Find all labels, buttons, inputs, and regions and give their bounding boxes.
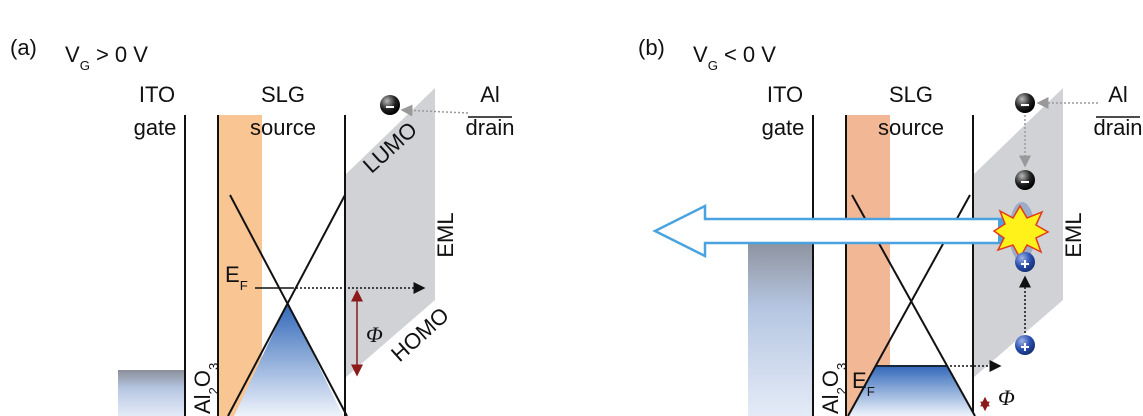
- electron: [380, 95, 400, 115]
- electron: [1015, 93, 1035, 113]
- gate-voltage-part: < 0 V: [724, 42, 776, 67]
- drain-role: drain: [466, 115, 515, 140]
- emission-arrow: [655, 206, 1005, 256]
- barrier-label: Φ: [998, 385, 1015, 410]
- gate-band: [118, 370, 185, 416]
- gate-material: ITO: [139, 82, 175, 107]
- fermi-label-part: F: [240, 278, 248, 293]
- dielectric-label: Al2O3: [190, 363, 221, 414]
- dielectric-label-part: Al: [190, 394, 215, 414]
- gate-voltage-part: V: [693, 42, 708, 67]
- gate-role: gate: [134, 115, 177, 140]
- gate-material: ITO: [767, 82, 803, 107]
- fermi-label-part: F: [867, 384, 875, 399]
- electron: [1015, 170, 1035, 190]
- eml-label: EML: [433, 212, 458, 257]
- panel-label: (a): [10, 35, 37, 60]
- gate-voltage: VG > 0 V: [65, 42, 148, 73]
- dielectric-label: Al2O3: [818, 363, 849, 414]
- source-material: SLG: [889, 82, 933, 107]
- fermi-label-part: E: [852, 368, 867, 393]
- dielectric-label-part: O: [818, 370, 843, 387]
- fermi-label-part: E: [225, 262, 240, 287]
- dielectric-label-part: O: [190, 370, 215, 387]
- panel-label: (b): [638, 35, 665, 60]
- gate-voltage-part: G: [708, 58, 718, 73]
- gate-voltage-part: V: [65, 42, 80, 67]
- source-material: SLG: [261, 82, 305, 107]
- dielectric-label-part: Al: [818, 394, 843, 414]
- eml-label: EML: [1061, 212, 1086, 257]
- dielectric-label-part: 2: [206, 387, 221, 394]
- gate-voltage: VG < 0 V: [693, 42, 776, 73]
- gate-role: gate: [762, 115, 805, 140]
- gate-band: [748, 237, 812, 416]
- source-role: source: [250, 115, 316, 140]
- gate-voltage-part: > 0 V: [96, 42, 148, 67]
- dielectric-label-part: 3: [834, 363, 849, 370]
- barrier-label: Φ: [366, 322, 383, 347]
- gate-voltage-part: G: [80, 58, 90, 73]
- dielectric-label-part: 2: [834, 387, 849, 394]
- source-role: source: [878, 115, 944, 140]
- drain-role: drain: [1094, 115, 1143, 140]
- dielectric-label-part: 3: [206, 363, 221, 370]
- drain-material: Al: [1108, 82, 1128, 107]
- drain-material: Al: [480, 82, 500, 107]
- figure: (a)VG> 0 VITOgateSLGsourceAldrainEMLAl2O…: [0, 0, 1143, 416]
